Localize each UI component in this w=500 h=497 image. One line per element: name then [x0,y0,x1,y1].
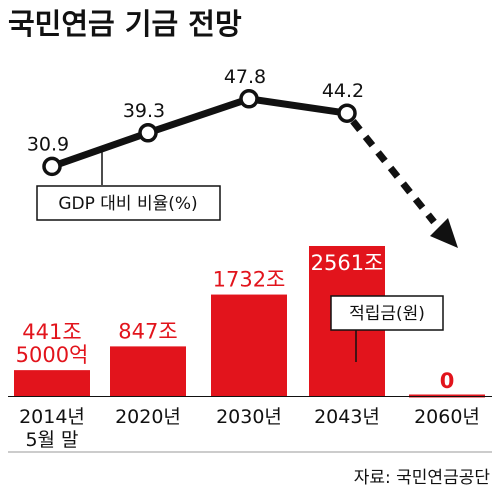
gdp-ratio-line-chart: 30.9 39.3 47.8 44.2 [27,66,458,248]
reserve-fund-value-label: 441조 [22,320,81,344]
reserve-fund-value-label: 847조 [118,319,177,343]
gdp-ratio-point [239,89,259,109]
trend-arrow-head [430,218,458,248]
gdp-ratio-label: GDP 대비 비율(%) [58,194,197,214]
gdp-ratio-series-line [48,95,351,170]
gdp-ratio-point [337,103,357,123]
gdp-ratio-value-label: 44.2 [322,80,364,102]
gdp-ratio-value-label: 39.3 [123,100,165,122]
category-tick-label: 2043년 [314,406,380,428]
reserve-fund-label-box [330,295,444,331]
category-tick-label: 2020년 [115,406,181,428]
trend-arrow-line [350,119,437,225]
gdp-ratio-annotation: GDP 대비 비율(%) [36,146,221,221]
reserve-fund-value-label: 0 [440,369,455,393]
category-tick-label: 2030년 [216,406,282,428]
category-tick-label: 2014년 [19,406,85,428]
reserve-fund-annotation: 적립금(원) [330,295,444,362]
category-tick-label: 2060년 [414,406,480,428]
reserve-fund-bar [110,346,186,396]
reserve-fund-value-label: 5000억 [16,343,89,367]
reserve-fund-label: 적립금(원) [349,304,425,324]
gdp-ratio-point [42,156,62,177]
reserve-fund-bar [14,370,90,396]
category-tick-label: 5월 말 [25,429,78,451]
gdp-ratio-point [138,123,158,143]
gdp-ratio-value-label: 47.8 [224,66,266,88]
gdp-ratio-value-label: 30.9 [27,133,69,155]
chart-title: 국민연금 기금 전망 [8,7,242,41]
reserve-fund-value-label: 2561조 [311,251,384,275]
reserve-fund-value-label: 1732조 [213,268,286,292]
gdp-ratio-label-box [36,185,221,221]
reserve-fund-bar [211,294,287,396]
source-note: 자료: 국민연금공단 [354,468,491,488]
